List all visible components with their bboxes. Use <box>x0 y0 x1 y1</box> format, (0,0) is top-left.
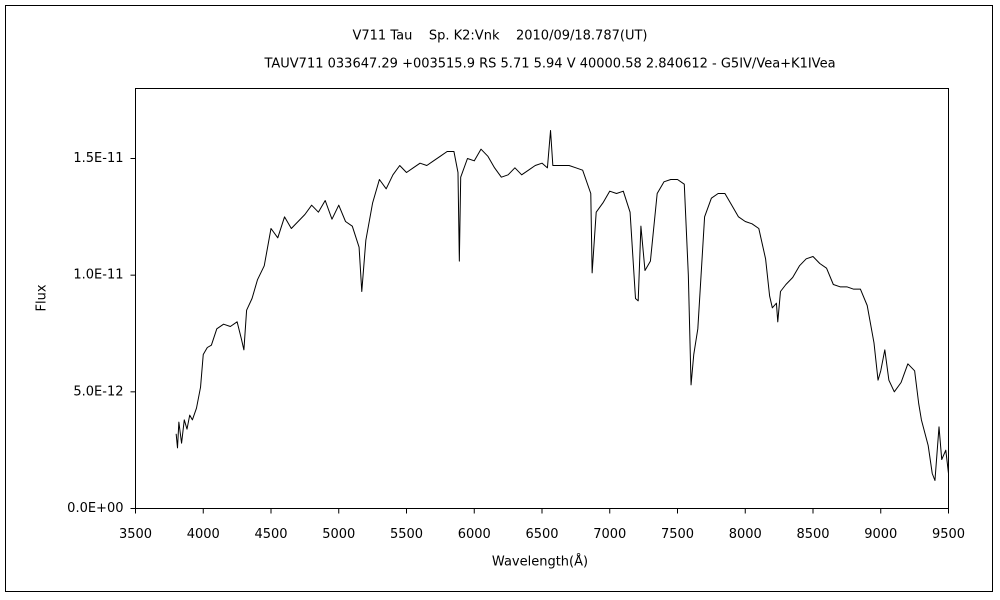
x-axis-label: Wavelength(Å) <box>492 554 588 570</box>
x-tick-label: 7000 <box>593 527 626 542</box>
x-tick-label: 5000 <box>322 527 355 542</box>
chart-title: V711 Tau Sp. K2:Vnk 2010/09/18.787(UT) <box>353 29 648 44</box>
x-tick-label: 9500 <box>932 527 965 542</box>
y-tick-label: 1.0E-11 <box>73 268 123 283</box>
x-tick-label: 8000 <box>729 527 762 542</box>
x-tick-label: 6000 <box>458 527 491 542</box>
y-axis-label: Flux <box>35 284 50 311</box>
x-tick-label: 5500 <box>390 527 423 542</box>
chart-border <box>5 5 993 592</box>
x-tick-label: 3500 <box>119 527 152 542</box>
y-tick-label: 1.5E-11 <box>73 151 123 166</box>
x-tick-label: 8500 <box>796 527 829 542</box>
y-tick-label: 5.0E-12 <box>73 384 123 399</box>
x-tick-label: 7500 <box>661 527 694 542</box>
x-tick-label: 9000 <box>864 527 897 542</box>
x-tick-label: 4000 <box>187 527 220 542</box>
x-tick-label: 6500 <box>525 527 558 542</box>
chart-subtitle: TAUV711 033647.29 +003515.9 RS 5.71 5.94… <box>263 57 835 72</box>
spectrum-line <box>175 130 949 481</box>
y-tick-label: 0.0E+00 <box>67 501 123 516</box>
x-tick-label: 4500 <box>254 527 287 542</box>
